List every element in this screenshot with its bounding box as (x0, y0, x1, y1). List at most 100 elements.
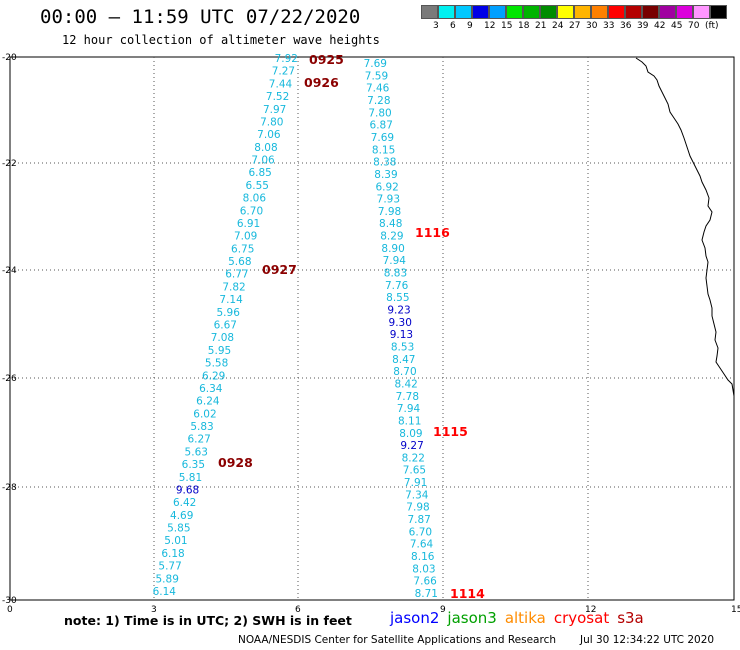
y-axis-label: -22 (2, 159, 17, 169)
track-2-value: 7.98 (406, 502, 429, 514)
track-1-value: 5.58 (205, 358, 228, 370)
track-1-value: 5.77 (158, 561, 181, 573)
track-2-value: 8.29 (380, 231, 403, 243)
track-2-value: 8.38 (373, 157, 396, 169)
track-2-value: 7.46 (366, 83, 390, 95)
track-1-value: 7.92 (275, 53, 298, 65)
track-1-value: 5.96 (217, 307, 241, 319)
legend-swatch (506, 5, 523, 19)
track-2-value: 7.80 (368, 107, 391, 119)
legend-label: 36 (620, 21, 632, 31)
track-1-value: 6.14 (153, 586, 177, 598)
track-2-value: 7.65 (403, 465, 426, 477)
legend-swatch (574, 5, 591, 19)
legend-label: 6 (450, 21, 456, 31)
track-2-value: 8.55 (386, 292, 409, 304)
legend-label: (ft) (705, 21, 719, 31)
legend-swatch (608, 5, 625, 19)
satellite-legend-item: cryosat (553, 609, 610, 627)
track-1-value: 7.14 (219, 294, 243, 306)
track-1-value: 6.18 (161, 548, 184, 560)
track-2-value: 7.94 (383, 255, 407, 267)
coastline (635, 57, 735, 397)
track-1-value: 7.82 (222, 281, 245, 293)
track-time-label: 1116 (415, 225, 450, 240)
legend-swatch (557, 5, 574, 19)
y-axis-label: -24 (2, 266, 17, 276)
legend-label: 42 (654, 21, 666, 31)
track-1-value: 6.29 (202, 370, 225, 382)
legend-label: 70 (688, 21, 700, 31)
satellite-legend-item: altika (504, 609, 546, 627)
track-2-value: 6.92 (375, 181, 398, 193)
track-1-value: 5.68 (228, 256, 251, 268)
track-2-value: 9.30 (389, 317, 412, 329)
track-time-label: 0928 (218, 455, 253, 470)
satellite-legend-item: jason2 (390, 609, 440, 627)
legend-swatch (625, 5, 642, 19)
track-time-label: 1114 (450, 586, 485, 601)
track-1-value: 6.67 (214, 320, 237, 332)
track-1-value: 5.85 (167, 523, 190, 535)
legend-swatch (676, 5, 693, 19)
legend-swatch (472, 5, 489, 19)
legend-label: 21 (535, 21, 547, 31)
track-1-value: 4.69 (170, 510, 193, 522)
track-2-value: 7.59 (365, 70, 388, 82)
track-1-value: 6.24 (196, 396, 220, 408)
track-1-value: 6.77 (225, 269, 248, 281)
legend-swatch (642, 5, 659, 19)
track-1-value: 7.44 (269, 78, 293, 90)
track-1-value: 7.27 (272, 66, 295, 78)
track-time-label: 1115 (433, 424, 468, 439)
legend-label: 18 (518, 21, 530, 31)
map-title: 00:00 – 11:59 UTC 07/22/2020 (40, 6, 361, 28)
track-1-value: 6.42 (173, 497, 196, 509)
track-2-value: 7.69 (364, 58, 387, 70)
color-scale-legend: 3 6 9 12 15 18 21 24 27 30 33 36 39 42 45 70 (ft) (421, 5, 740, 31)
credit-text: NOAA/NESDIS Center for Satellite Applica… (238, 634, 556, 646)
x-axis-label: 0 (7, 605, 13, 615)
y-axis-label: -28 (2, 483, 17, 493)
track-2-value: 8.71 (415, 588, 438, 600)
satellite-legend-item: s3a (617, 609, 644, 627)
track-1-value: 7.06 (251, 155, 275, 167)
track-1-value: 7.08 (211, 332, 234, 344)
legend-swatch (591, 5, 608, 19)
map-frame (9, 56, 735, 601)
map-subtitle: 12 hour collection of altimeter wave hei… (62, 33, 380, 47)
track-2-value: 7.91 (404, 477, 427, 489)
track-2-value: 7.78 (396, 391, 419, 403)
track-1-value: 6.34 (199, 383, 223, 395)
track-1-value: 6.02 (193, 408, 216, 420)
legend-label: 12 (484, 21, 496, 31)
track-2-value: 8.39 (374, 169, 397, 181)
legend-swatch (455, 5, 472, 19)
legend-label: 24 (552, 21, 564, 31)
track-2-value: 7.94 (397, 403, 421, 415)
track-2-value: 7.34 (405, 489, 429, 501)
legend-label: 33 (603, 21, 615, 31)
track-1-value: 7.80 (260, 116, 283, 128)
track-1-value: 6.91 (237, 218, 260, 230)
track-time-label: 0927 (262, 262, 297, 277)
legend-swatch (540, 5, 557, 19)
track-2-value: 8.09 (399, 428, 422, 440)
track-time-label: 0926 (304, 75, 339, 90)
track-1-value: 5.63 (185, 446, 208, 458)
legend-swatch (489, 5, 506, 19)
track-2-value: 7.66 (413, 576, 437, 588)
legend-swatch (710, 5, 727, 19)
legend-label: 9 (467, 21, 473, 31)
track-2-value: 8.42 (394, 378, 417, 390)
track-2-value: 8.90 (381, 243, 404, 255)
legend-label: 3 (433, 21, 439, 31)
legend-label: 39 (637, 21, 649, 31)
track-1-value: 7.09 (234, 231, 257, 243)
track-2-value: 7.98 (378, 206, 401, 218)
track-1-value: 6.55 (246, 180, 269, 192)
track-2-value: 8.15 (372, 144, 395, 156)
x-axis-label: 15 (731, 605, 740, 615)
y-axis-label: -30 (2, 596, 17, 606)
